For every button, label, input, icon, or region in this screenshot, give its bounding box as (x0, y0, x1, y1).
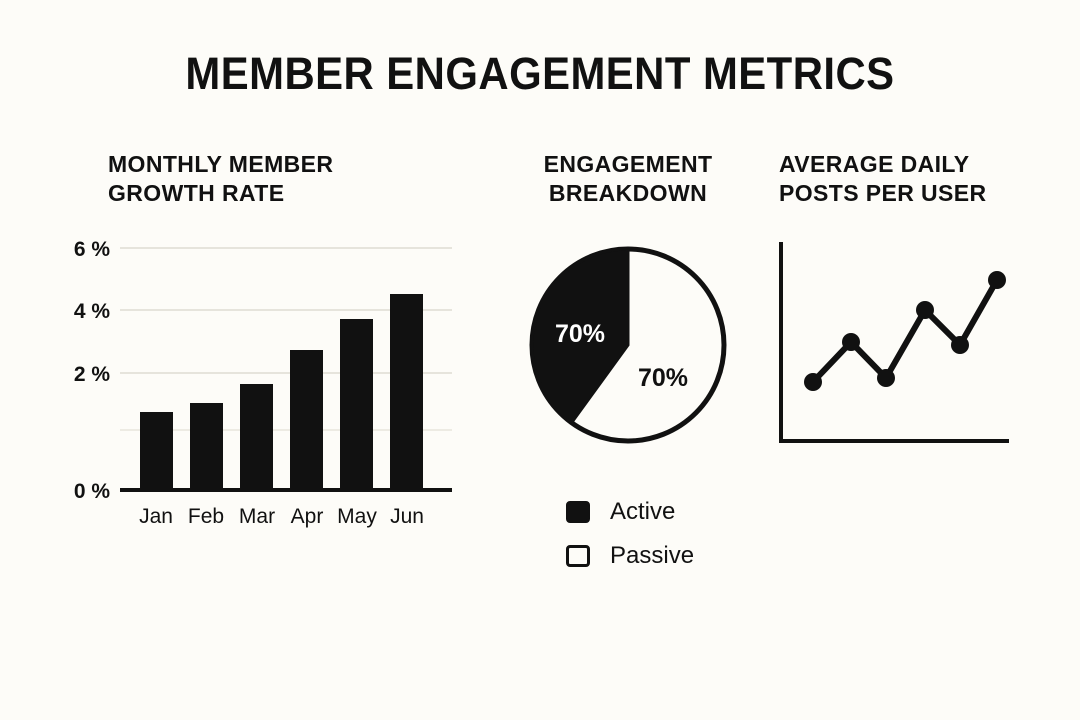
line-chart-title: AVERAGE DAILY POSTS PER USER (779, 150, 1029, 208)
line-chart-point-3 (877, 369, 895, 387)
bar-may (340, 319, 373, 490)
legend-item-active[interactable]: Active (566, 490, 766, 534)
line-chart-point-1 (804, 373, 822, 391)
y-tick-4pct: 4 % (74, 300, 111, 323)
line-chart-point-4 (916, 301, 934, 319)
x-tick-apr: Apr (291, 505, 324, 528)
pie-chart-svg: 70% 70% (529, 246, 727, 444)
line-chart (765, 230, 1025, 460)
bar-chart-title-line2: GROWTH RATE (108, 180, 285, 206)
bar-chart-title: MONTHLY MEMBER GROWTH RATE (108, 150, 438, 208)
y-tick-2pct: 2 % (74, 363, 111, 386)
bar-apr (290, 350, 323, 490)
line-chart-series-path (810, 277, 1000, 385)
pie-label-active: 70% (555, 320, 605, 348)
pie-chart: 70% 70% (505, 230, 755, 580)
pie-label-passive: 70% (638, 364, 688, 392)
legend-label-passive: Passive (610, 542, 695, 569)
bar-chart: 6 % 4 % 2 % 0 % Jan Feb Mar Apr May Jun (60, 230, 460, 530)
bar-chart-x-tick-labels: Jan Feb Mar Apr May Jun (139, 505, 424, 528)
legend-item-passive[interactable]: Passive (566, 534, 766, 578)
bar-feb (190, 403, 223, 490)
pie-slice-active (530, 247, 630, 425)
y-tick-6pct: 6 % (74, 238, 111, 261)
line-chart-point-2 (842, 333, 860, 351)
x-tick-mar: Mar (239, 505, 275, 528)
legend-swatch-passive-icon (566, 545, 590, 567)
bar-jun (390, 294, 423, 490)
bar-mar (240, 384, 273, 490)
bar-jan (140, 412, 173, 490)
page-title: MEMBER ENGAGEMENT METRICS (185, 48, 895, 99)
bar-chart-bars (140, 294, 423, 490)
legend-label-active: Active (610, 498, 676, 525)
pie-chart-title-line2: BREAKDOWN (548, 180, 708, 206)
line-chart-title-line1: AVERAGE DAILY (779, 151, 970, 177)
line-chart-title-line2: POSTS PER USER (779, 180, 987, 206)
bar-chart-svg: 6 % 4 % 2 % 0 % Jan Feb Mar Apr May Jun (74, 238, 452, 528)
line-chart-axes (779, 242, 1009, 443)
line-chart-point-6 (988, 271, 1006, 289)
line-chart-svg (779, 242, 1009, 443)
pie-chart-title: ENGAGEMENT BREAKDOWN (505, 150, 751, 208)
x-tick-jan: Jan (139, 505, 173, 528)
bar-chart-title-line1: MONTHLY MEMBER (108, 151, 334, 177)
pie-chart-title-line1: ENGAGEMENT (543, 151, 713, 177)
line-chart-point-5 (951, 336, 969, 354)
legend-swatch-active-icon (566, 501, 590, 523)
y-tick-0pct: 0 % (74, 480, 111, 503)
x-tick-feb: Feb (188, 505, 224, 528)
bar-chart-y-tick-labels: 6 % 4 % 2 % 0 % (74, 238, 111, 503)
pie-chart-legend: Active Passive (566, 490, 766, 578)
x-tick-may: May (337, 505, 377, 528)
x-tick-jun: Jun (390, 505, 424, 528)
line-chart-markers (804, 271, 1006, 391)
